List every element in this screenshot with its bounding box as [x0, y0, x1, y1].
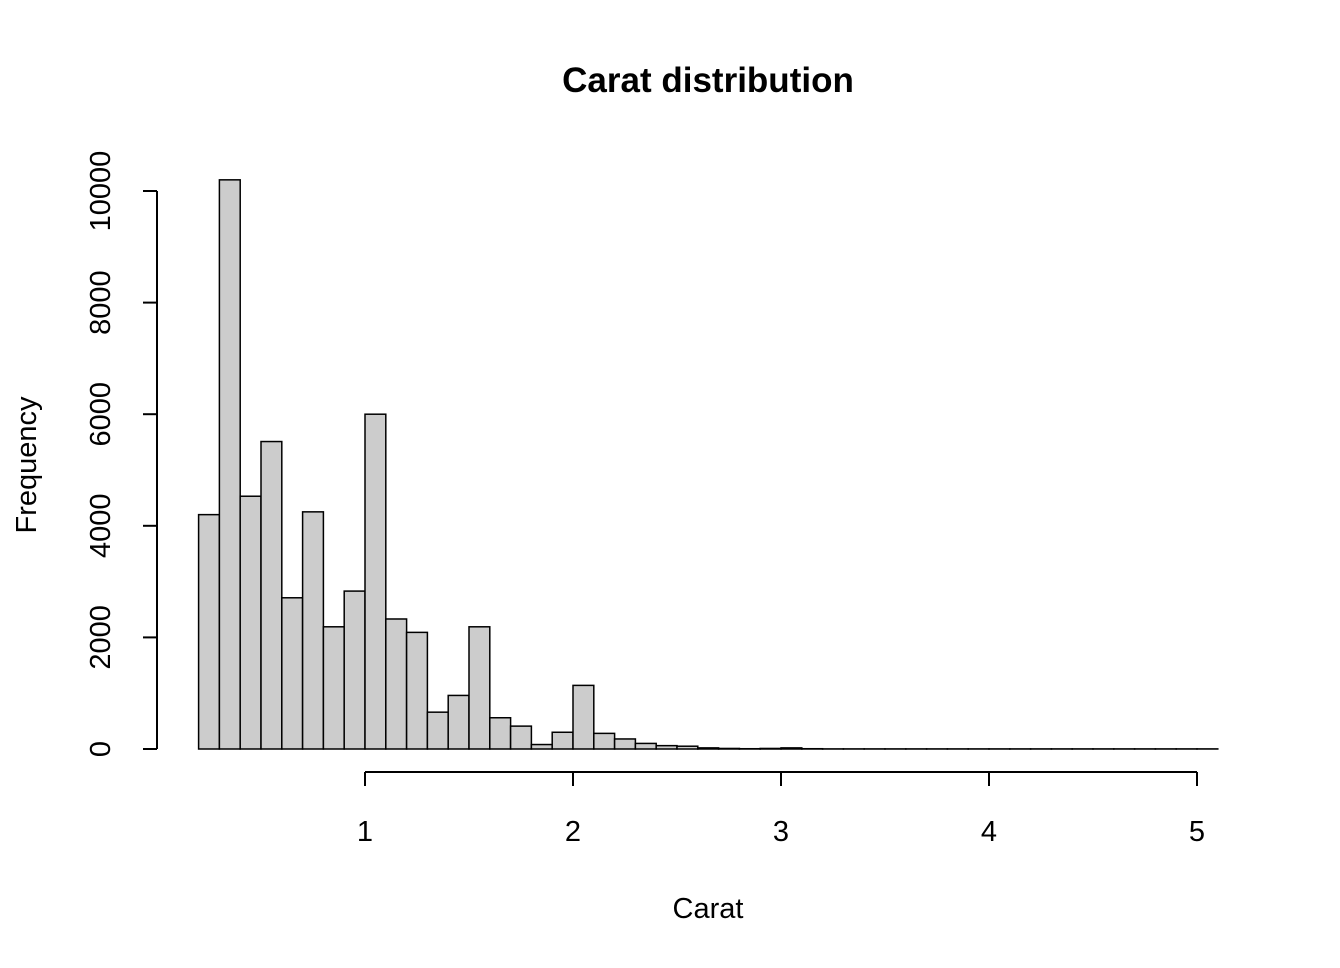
histogram-bar	[572, 684, 595, 750]
y-tick-label: 10000	[85, 151, 117, 232]
x-tick-label: 1	[357, 816, 373, 848]
x-tick-label: 2	[565, 816, 581, 848]
histogram-bar	[197, 513, 221, 750]
y-tick-label: 2000	[85, 605, 117, 670]
histogram-bar	[697, 747, 720, 750]
histogram-bar	[322, 626, 345, 750]
histogram-bar	[239, 495, 262, 750]
histogram-bar	[447, 694, 470, 750]
chart-title: Carat distribution	[562, 61, 854, 100]
bars-group	[197, 179, 1219, 750]
histogram-bar	[426, 711, 449, 750]
histogram-bar	[655, 744, 678, 750]
x-axis-label: Carat	[673, 893, 744, 925]
histogram-bar	[613, 738, 637, 750]
x-axis: 1 2 3 4 5	[357, 771, 1205, 848]
y-axis: 0 2000 4000 6000 8000 10000	[85, 151, 158, 757]
histogram-bar	[218, 179, 241, 750]
y-axis-label: Frequency	[11, 396, 43, 534]
histogram-bar	[405, 631, 429, 750]
histogram-bar	[676, 745, 699, 750]
histogram-bar	[301, 511, 325, 750]
histogram-bar	[468, 626, 491, 750]
histogram-bar	[509, 725, 533, 750]
histogram-bar	[385, 618, 408, 750]
y-tick-label: 0	[85, 741, 117, 757]
histogram-bar	[281, 597, 304, 750]
histogram-bar	[343, 590, 366, 750]
x-tick-label: 5	[1189, 816, 1205, 848]
y-tick-label: 8000	[85, 270, 117, 335]
histogram-bar	[530, 743, 553, 750]
x-tick-label: 4	[981, 816, 997, 848]
histogram-bar	[551, 731, 574, 750]
histogram-bar	[364, 413, 387, 750]
histogram-bar	[717, 747, 741, 750]
y-tick-label: 4000	[85, 494, 117, 559]
histogram-bar	[634, 742, 657, 750]
histogram-bar	[780, 747, 803, 750]
histogram-bar	[759, 747, 782, 750]
y-tick-label: 6000	[85, 382, 117, 447]
histogram-bar	[260, 440, 283, 750]
histogram-bar	[593, 732, 616, 750]
x-tick-label: 3	[773, 816, 789, 848]
histogram-bar	[489, 717, 512, 750]
